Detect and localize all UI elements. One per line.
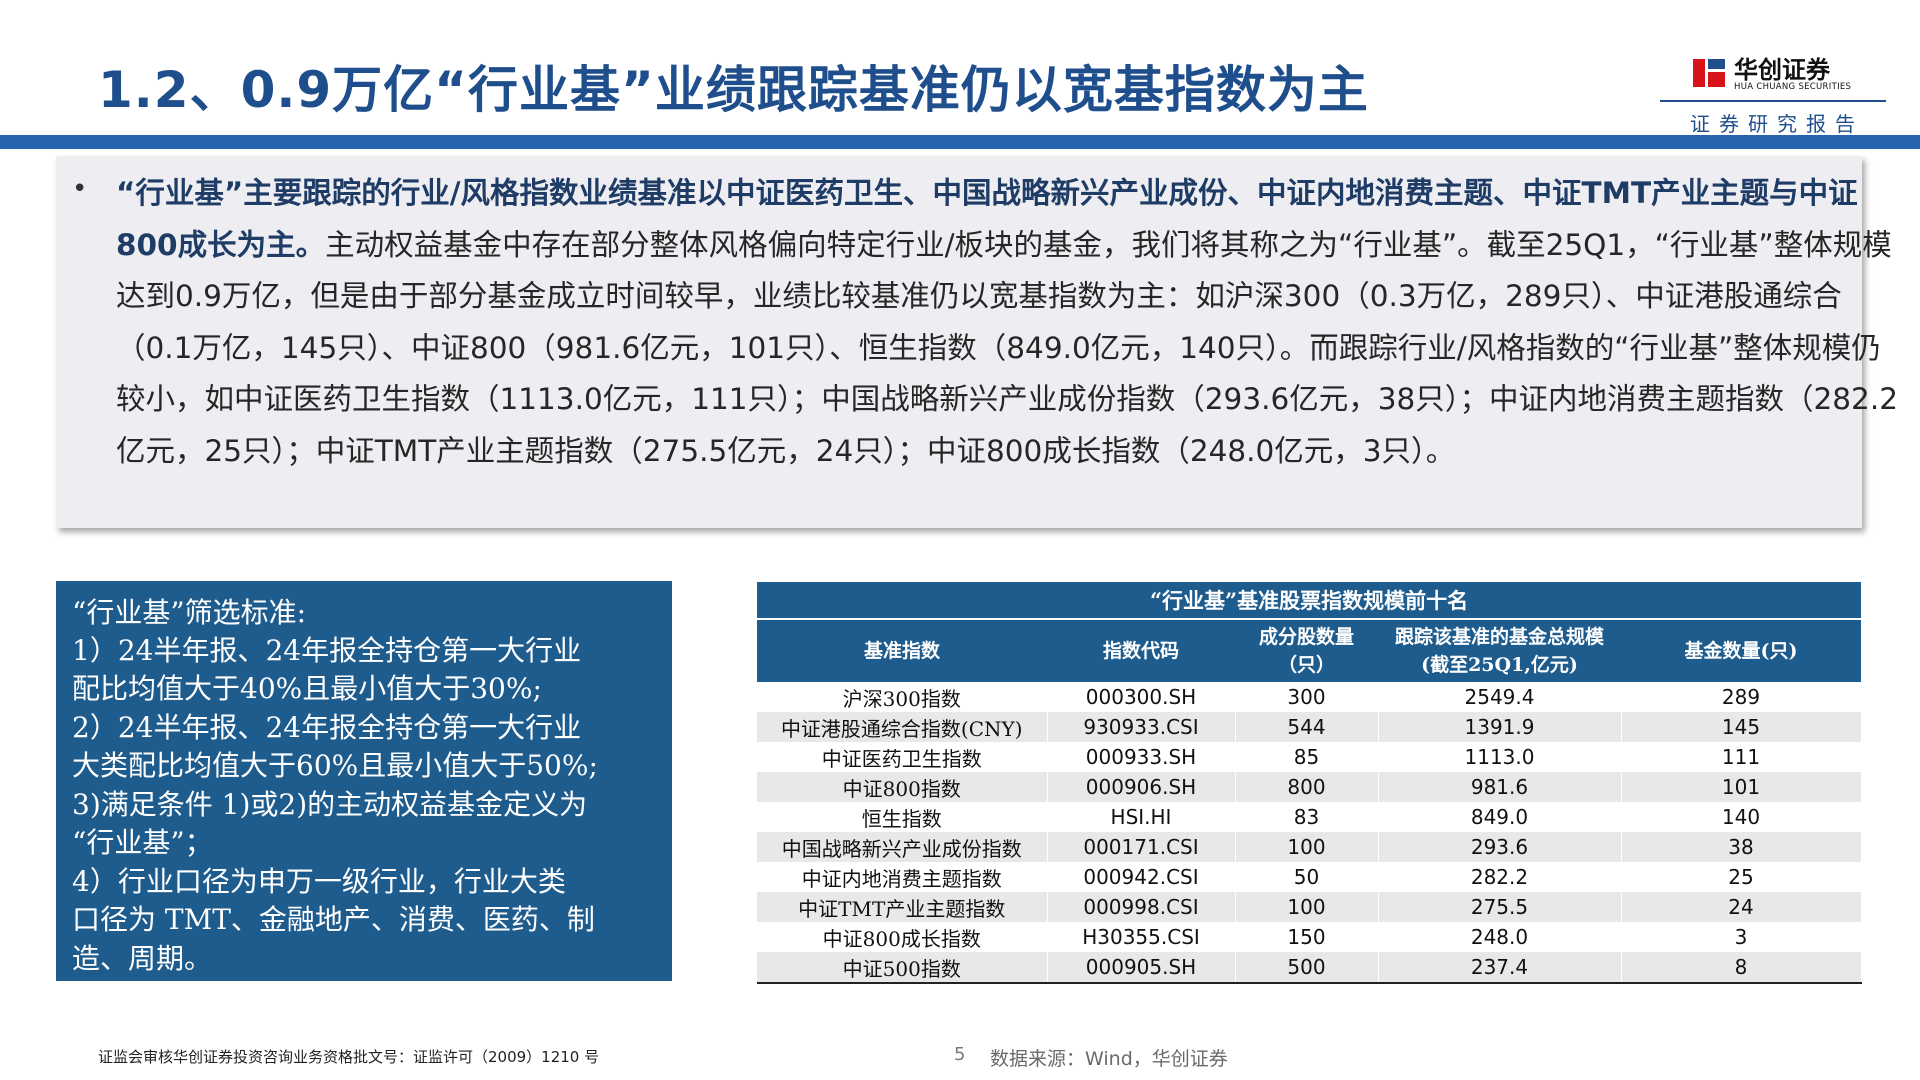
criteria-line: 大类配比均值大于60%且最小值大于50%;: [72, 749, 598, 782]
table-cell-fund-scale: 248.0: [1378, 922, 1622, 952]
table-cell-fund-scale: 2549.4: [1378, 682, 1622, 712]
table-cell-constituents: 85: [1235, 742, 1379, 772]
table-cell-code: H30355.CSI: [1047, 922, 1236, 952]
table-cell-fund-count: 25: [1621, 862, 1862, 892]
table-caption: “行业基”基准股票指数规模前十名: [757, 582, 1862, 620]
table-cell-fund-count: 8: [1621, 952, 1862, 984]
table-cell-fund-count: 24: [1621, 892, 1862, 922]
table-row: 沪深300指数 000300.SH 300 2549.4 289: [757, 682, 1862, 712]
index-ranking-table: “行业基”基准股票指数规模前十名 基准指数 指数代码 成分股数量（只） 跟踪该基…: [757, 582, 1862, 984]
summary-body: 主动权益基金中存在部分整体风格偏向特定行业/板块的基金，我们将其称之为“行业基”…: [116, 227, 1898, 468]
table-cell-index-name: 沪深300指数: [757, 682, 1048, 712]
table-cell-fund-count: 38: [1621, 832, 1862, 862]
table-cell-constituents: 800: [1235, 772, 1379, 802]
table-cell-fund-scale: 275.5: [1378, 892, 1622, 922]
table-cell-index-name: 中证港股通综合指数(CNY): [757, 712, 1048, 742]
table-header-cell: 指数代码: [1047, 619, 1235, 682]
table-row: 中证医药卫生指数 000933.SH 85 1113.0 111: [757, 742, 1862, 772]
table-cell-constituents: 83: [1235, 802, 1379, 832]
table-cell-code: 000906.SH: [1047, 772, 1236, 802]
criteria-line: 3)满足条件 1)或2)的主动权益基金定义为: [72, 788, 588, 821]
table-cell-code: 000300.SH: [1047, 682, 1236, 712]
criteria-line: 口径为 TMT、金融地产、消费、医药、制: [72, 903, 595, 936]
table-cell-index-name: 中证医药卫生指数: [757, 742, 1048, 772]
bullet-point: •: [72, 174, 88, 204]
table-cell-fund-scale: 237.4: [1378, 952, 1622, 984]
table-cell-fund-count: 101: [1621, 772, 1862, 802]
table-cell-code: 930933.CSI: [1047, 712, 1236, 742]
huachuang-logo-icon: [1690, 54, 1728, 92]
table-row: 恒生指数 HSI.HI 83 849.0 140: [757, 802, 1862, 832]
table-cell-fund-scale: 981.6: [1378, 772, 1622, 802]
table-cell-fund-count: 111: [1621, 742, 1862, 772]
table-row: 中证内地消费主题指数 000942.CSI 50 282.2 25: [757, 862, 1862, 892]
summary-bold-lead: “行业基”主要跟踪的行业/风格指数业绩基准以中证医药卫生、中国战略新兴产业成份、…: [116, 176, 1858, 262]
criteria-panel: “行业基”筛选标准: 1）24半年报、24年报全持仓第一大行业 配比均值大于40…: [56, 581, 672, 981]
table-header-cell: 基金数量(只): [1621, 619, 1862, 682]
table-cell-index-name: 恒生指数: [757, 802, 1048, 832]
table-cell-fund-scale: 1391.9: [1378, 712, 1622, 742]
table-cell-constituents: 100: [1235, 892, 1379, 922]
table-row: 中证港股通综合指数(CNY) 930933.CSI 544 1391.9 145: [757, 712, 1862, 742]
table-cell-fund-scale: 293.6: [1378, 832, 1622, 862]
table-row: 中国战略新兴产业成份指数 000171.CSI 100 293.6 38: [757, 832, 1862, 862]
table-cell-index-name: 中证500指数: [757, 952, 1048, 984]
criteria-line: 4）行业口径为申万一级行业，行业大类: [72, 865, 566, 898]
table-row: 中证800指数 000906.SH 800 981.6 101: [757, 772, 1862, 802]
data-source-note: 数据来源：Wind，华创证券: [990, 1048, 1228, 1070]
table-header-cell: 跟踪该基准的基金总规模(截至25Q1,亿元): [1378, 619, 1621, 682]
table-cell-code: 000942.CSI: [1047, 862, 1236, 892]
report-type-label: 证券研究报告: [1690, 112, 1864, 136]
table-header-cell: 基准指数: [757, 619, 1047, 682]
page-number: 5: [954, 1044, 966, 1065]
logo-english-name: HUA CHUANG SECURITIES: [1734, 82, 1852, 92]
table-row: 中证TMT产业主题指数 000998.CSI 100 275.5 24: [757, 892, 1862, 922]
table-cell-code: 000933.SH: [1047, 742, 1236, 772]
table-cell-index-name: 中证800成长指数: [757, 922, 1048, 952]
criteria-line: 2）24半年报、24年报全持仓第一大行业: [72, 711, 582, 744]
table-cell-code: 000905.SH: [1047, 952, 1236, 984]
table-cell-index-name: 中证800指数: [757, 772, 1048, 802]
table-row: 中证500指数 000905.SH 500 237.4 8: [757, 952, 1862, 984]
table-cell-constituents: 50: [1235, 862, 1379, 892]
table-cell-constituents: 150: [1235, 922, 1379, 952]
criteria-line: “行业基”筛选标准:: [72, 596, 307, 629]
criteria-line: “行业基”；: [72, 826, 213, 859]
table-row: 中证800成长指数 H30355.CSI 150 248.0 3: [757, 922, 1862, 952]
table-cell-fund-scale: 849.0: [1378, 802, 1622, 832]
table-cell-constituents: 500: [1235, 952, 1379, 984]
table-header-row: 基准指数 指数代码 成分股数量（只） 跟踪该基准的基金总规模(截至25Q1,亿元…: [757, 619, 1862, 682]
summary-box: • “行业基”主要跟踪的行业/风格指数业绩基准以中证医药卫生、中国战略新兴产业成…: [56, 156, 1898, 528]
summary-text: “行业基”主要跟踪的行业/风格指数业绩基准以中证医药卫生、中国战略新兴产业成份、…: [116, 168, 1906, 477]
table-cell-code: HSI.HI: [1047, 802, 1236, 832]
table-cell-constituents: 544: [1235, 712, 1379, 742]
table-cell-fund-count: 3: [1621, 922, 1862, 952]
table-cell-code: 000171.CSI: [1047, 832, 1236, 862]
license-note: 证监会审核华创证券投资咨询业务资格批文号：证监许可（2009）1210 号: [98, 1048, 600, 1066]
table-cell-fund-scale: 282.2: [1378, 862, 1622, 892]
page-title: 1.2、0.9万亿“行业基”业绩跟踪基准仍以宽基指数为主: [98, 61, 1369, 119]
table-cell-fund-count: 145: [1621, 712, 1862, 742]
table-cell-fund-scale: 1113.0: [1378, 742, 1622, 772]
criteria-line: 1）24半年报、24年报全持仓第一大行业: [72, 634, 582, 667]
table-cell-constituents: 300: [1235, 682, 1379, 712]
company-logo: 华创证券 HUA CHUANG SECURITIES: [1690, 50, 1860, 96]
table-cell-fund-count: 140: [1621, 802, 1862, 832]
criteria-line: 配比均值大于40%且最小值大于30%;: [72, 672, 542, 705]
table-cell-constituents: 100: [1235, 832, 1379, 862]
table-cell-index-name: 中国战略新兴产业成份指数: [757, 832, 1048, 862]
table-cell-code: 000998.CSI: [1047, 892, 1236, 922]
criteria-line: 造、周期。: [72, 942, 213, 975]
table-cell-index-name: 中证内地消费主题指数: [757, 862, 1048, 892]
table-header-cell: 成分股数量（只）: [1235, 619, 1378, 682]
table-cell-fund-count: 289: [1621, 682, 1862, 712]
header-band: [0, 135, 1920, 149]
logo-chinese-name: 华创证券: [1734, 56, 1830, 84]
table-cell-index-name: 中证TMT产业主题指数: [757, 892, 1048, 922]
logo-divider: [1660, 100, 1886, 102]
